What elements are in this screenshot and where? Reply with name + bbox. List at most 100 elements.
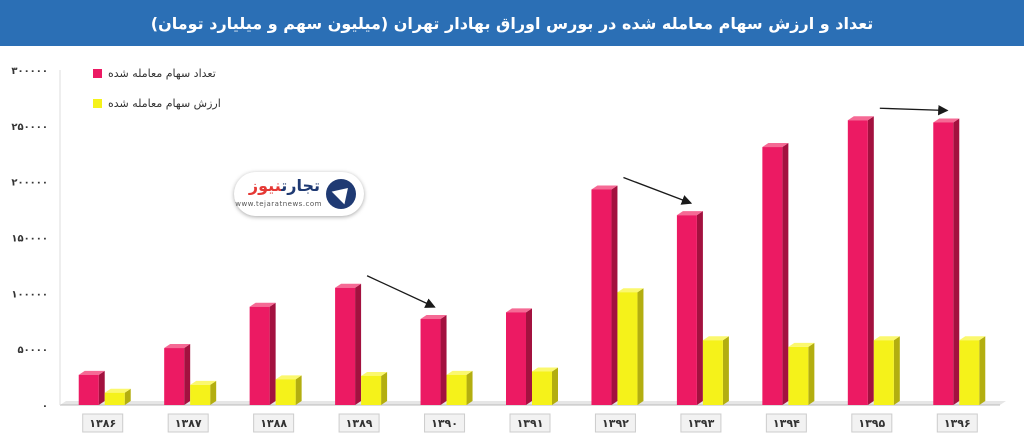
bar-series1-top [249,302,276,307]
logo-arrow-icon [326,179,356,209]
bar-series2-side [466,370,473,405]
annotation-arrow [623,176,693,205]
bar-series1-top [933,118,960,123]
bar-series2-side [210,380,217,405]
bar-series2-top [873,336,900,341]
category-label: ۱۳۹۳ [687,417,714,430]
bar-series2-top [702,336,729,341]
bar-series1 [933,122,954,405]
bar-series1-side [526,308,532,405]
bar-series1-top [506,308,532,313]
bar-series2 [104,392,125,405]
y-tick-label: ۲۵۰۰۰۰ [11,122,48,133]
bar-series1 [78,374,99,405]
bar-series1 [847,120,868,405]
category-label: ۱۳۹۱ [517,417,544,430]
category-label: ۱۳۸۶ [89,417,116,430]
bar-series2-top [532,367,558,372]
y-tick-label: ۲۰۰۰۰۰ [11,178,48,189]
category-label: ۱۳۸۷ [175,417,202,430]
annotation-arrow [879,104,949,116]
bar-series1-top [335,283,362,288]
bar-series1-side [184,344,191,405]
bar-series2-top [617,288,644,293]
bar-series2-top [275,375,302,380]
category-label-box [594,413,636,433]
y-tick-label: ۱۰۰۰۰۰ [11,289,48,300]
category-label: ۱۳۹۴ [773,417,800,430]
y-tick-label: ۰ [42,401,48,412]
bar-series2-side [893,336,900,405]
bar-series1-side [611,185,618,405]
bar-series1-top [78,370,105,375]
category-label: ۱۳۹۲ [602,417,629,430]
bar-series2-side [637,288,644,405]
y-tick-label: ۵۰۰۰۰ [17,345,48,356]
bar-series2-top [104,388,131,393]
logo-name: تجارتنیوز [248,176,320,195]
bar-series2-side [722,336,729,405]
category-label-box [851,413,893,433]
category-label-box [253,413,295,433]
bar-series2-top [361,371,388,376]
bar-series1 [506,312,526,405]
y-tick-label: ۱۵۰۰۰۰ [11,234,48,245]
bar-series2 [788,346,809,405]
bar-series1-side [696,211,703,405]
bar-series1-side [867,116,874,405]
bar-series2 [617,292,638,405]
bar-series1-side [953,118,960,405]
bar-series1 [420,319,441,405]
category-label-box [680,413,722,433]
annotation-arrow [366,275,436,308]
legend-swatch [93,99,102,108]
bar-series2 [873,340,894,405]
bar-series1-top [676,211,703,216]
legend-label: ارزش سهام معامله شده [108,97,221,110]
bar-series2 [275,379,296,405]
bar-series1 [591,189,612,405]
bar-series1-side [269,302,276,405]
category-label-box [424,413,466,433]
bar-series1-top [591,185,618,190]
category-label-box [509,413,551,433]
bar-series2 [532,371,552,405]
y-tick-label: ۳۰۰۰۰۰ [11,66,48,77]
bar-series1 [164,348,185,405]
logo-url: www.tejaratnews.com [235,200,322,208]
bar-series1-top [164,344,191,349]
bar-series2-top [190,380,217,385]
category-label-box [338,413,380,433]
bar-series1 [249,306,270,405]
category-label-box [936,413,978,433]
bar-series1-side [355,283,362,405]
bar-series1 [676,215,697,405]
category-label: ۱۳۸۹ [346,417,373,430]
bar-series1 [335,287,356,405]
category-label-box [82,413,124,433]
bar-series2-side [381,371,388,405]
tejaratnews-logo: تجارتنیوز www.tejaratnews.com [234,172,364,216]
bar-series2 [702,340,723,405]
bar-series1-side [98,370,105,405]
bar-series2 [190,384,211,405]
bar-series2 [959,340,980,405]
bar-series2-side [552,367,558,405]
category-label: ۱۳۹۵ [858,417,885,430]
bar-series1-top [762,143,789,148]
bar-series2-top [788,342,815,347]
category-label: ۱۳۹۰ [431,417,458,430]
chart-title: تعداد و ارزش سهام معامله شده در بورس اور… [150,13,874,33]
bar-series2-side [808,342,815,405]
bar-series1-side [440,315,447,405]
bar-series1-side [782,143,789,406]
bar-series2 [446,374,467,405]
bar-series1 [762,147,783,406]
category-label: ۱۳۹۶ [944,417,971,430]
bar-series1-top [420,315,447,320]
category-label: ۱۳۸۸ [260,417,287,430]
bar-series2-side [979,336,986,405]
bar-series2-top [959,336,986,341]
category-label-box [765,413,807,433]
